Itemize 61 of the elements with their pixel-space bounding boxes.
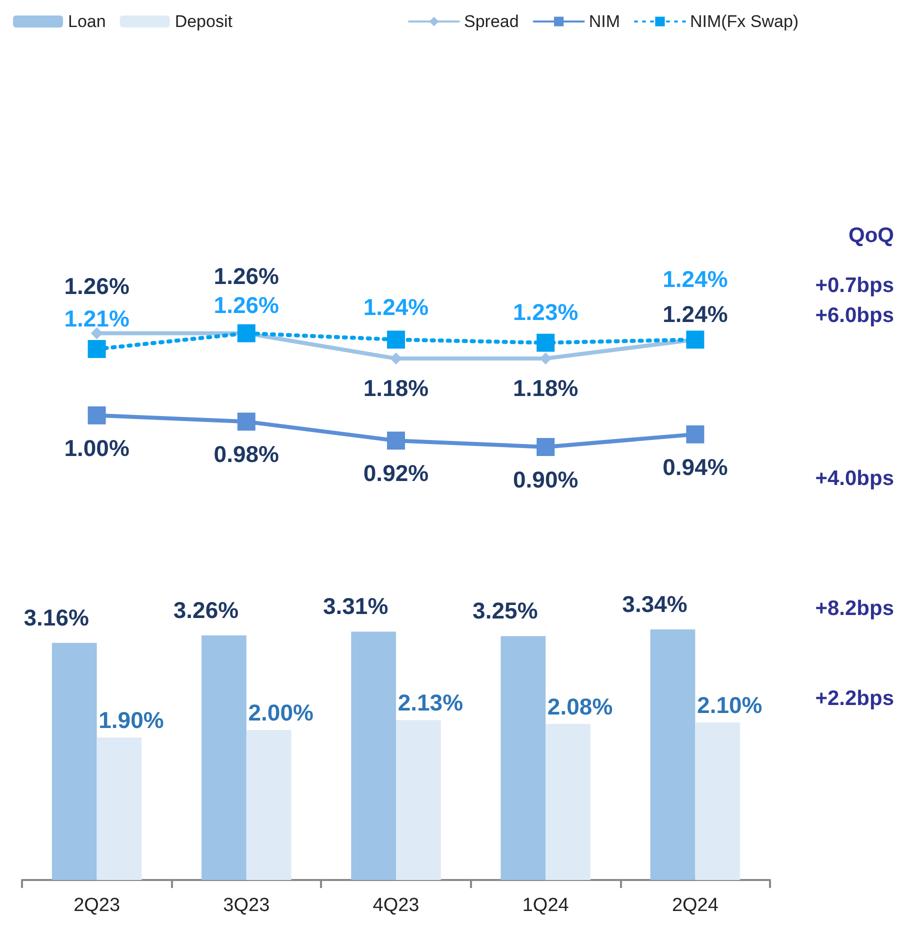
point [237,412,256,431]
data-label: 2.10% [697,692,762,718]
text: +8.2bps [815,597,894,620]
data-label: 1.00% [64,434,130,461]
legend-label: Loan [68,12,106,31]
data-label: 0.94% [662,454,728,480]
data-label: 3.31% [322,593,388,620]
x-tick-label: 1Q24 [522,895,570,916]
legend-label: Deposit [174,12,233,31]
x-tick-label: 2Q24 [672,895,719,916]
data-label: 1.23% [512,299,578,326]
point [88,406,106,424]
text: +0.7bps [815,274,894,297]
data-label: 1.21% [64,306,130,332]
data-label: 1.24% [662,301,728,328]
data-label: 1.24% [662,266,728,292]
data-label: 3.16% [24,604,89,630]
data-label: 2.08% [547,693,613,720]
data-label: 1.26% [214,292,280,318]
point [536,334,555,352]
bar [202,635,246,880]
data-label: 3.26% [173,596,239,623]
text: +6.0bps [815,304,894,327]
data-label: 0.90% [512,466,578,492]
bar [351,632,396,880]
x-tick-label: 3Q23 [223,895,270,916]
data-label: 1.26% [214,262,280,289]
bar [500,636,546,880]
data-label: 0.92% [363,460,429,486]
text: QoQ [848,224,894,247]
bar [396,720,441,880]
data-label: 1.90% [98,706,164,733]
x-tick-label: 2Q23 [74,895,120,916]
x-tick-label: 4Q23 [372,895,420,916]
legend-label: NIM [588,12,620,31]
bar [96,737,142,880]
text: +4.0bps [815,467,894,490]
point [88,340,106,358]
data-label: 1.26% [64,272,130,299]
legend-label: Spread [464,12,519,31]
point [387,432,405,450]
bar [650,629,696,880]
bar [695,722,740,880]
point [686,425,704,444]
data-label: 1.18% [363,375,429,402]
data-label: 3.25% [472,598,538,624]
point [536,438,555,456]
data-label: 0.98% [214,441,280,468]
data-label: 2.13% [398,690,464,716]
data-label: 1.18% [512,375,578,402]
data-label: 3.34% [622,590,688,617]
legend-label: NIM(Fx Swap) [690,12,799,31]
data-label: 2.00% [248,699,314,726]
bar [546,724,590,880]
bar [246,730,292,880]
bar [52,642,97,880]
point [686,330,704,349]
text: +2.2bps [815,687,894,710]
point [237,324,256,342]
point [387,330,405,349]
data-label: 1.24% [363,294,429,320]
